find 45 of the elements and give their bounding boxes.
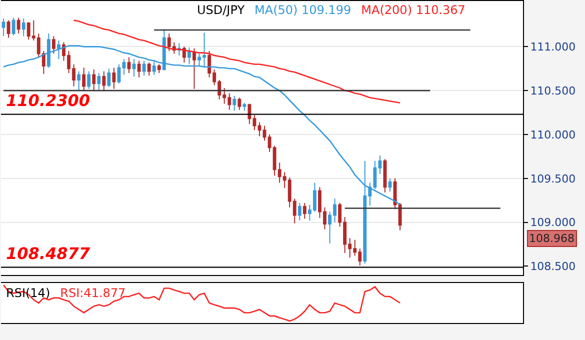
candlestick bbox=[232, 95, 236, 112]
candlestick bbox=[398, 202, 402, 231]
y-tick-label: 110.500 bbox=[530, 84, 576, 98]
candlestick bbox=[383, 158, 387, 193]
candlestick bbox=[16, 17, 20, 34]
candlestick bbox=[87, 70, 91, 90]
y-tick-label: 109.000 bbox=[530, 216, 576, 230]
candlestick bbox=[388, 178, 392, 192]
candlestick bbox=[147, 62, 151, 76]
y-tick-label: 108.500 bbox=[530, 260, 576, 274]
candlestick bbox=[142, 60, 146, 76]
candlestick bbox=[262, 125, 266, 142]
candlestick bbox=[102, 70, 106, 92]
candlestick bbox=[127, 56, 131, 74]
ref-line-label: 110.2300 bbox=[6, 91, 90, 110]
candlestick bbox=[12, 17, 16, 36]
y-tick-label: 109.500 bbox=[530, 172, 576, 186]
candlestick bbox=[107, 68, 111, 88]
text: MA(200) 110.367 bbox=[361, 3, 466, 17]
candlestick bbox=[238, 97, 242, 110]
candlestick bbox=[192, 48, 196, 90]
candlestick bbox=[242, 102, 246, 112]
candlestick bbox=[6, 20, 10, 38]
candlestick bbox=[132, 58, 136, 78]
text: MA(50) 109.199 bbox=[254, 3, 352, 17]
ref-line-label: 108.4877 bbox=[6, 244, 91, 263]
y-tick-label: 110.000 bbox=[530, 128, 576, 142]
candlestick bbox=[22, 18, 26, 37]
candlestick bbox=[52, 36, 56, 54]
candlestick bbox=[157, 64, 161, 74]
candlestick bbox=[298, 202, 302, 222]
candlestick bbox=[97, 72, 101, 90]
candlestick bbox=[152, 61, 156, 76]
chart-title: USD/JPY bbox=[197, 3, 245, 17]
candlestick bbox=[82, 67, 86, 92]
candlestick bbox=[302, 202, 306, 220]
series-label: RSI:41.877 bbox=[60, 286, 126, 300]
text: 108.968 bbox=[529, 232, 574, 245]
y-tick-label: 111.000 bbox=[530, 40, 576, 54]
candlestick bbox=[92, 69, 96, 92]
candlestick bbox=[137, 60, 141, 78]
candlestick bbox=[77, 70, 81, 92]
candlestick bbox=[112, 67, 116, 90]
candlestick bbox=[2, 18, 6, 37]
candlestick bbox=[258, 122, 262, 137]
